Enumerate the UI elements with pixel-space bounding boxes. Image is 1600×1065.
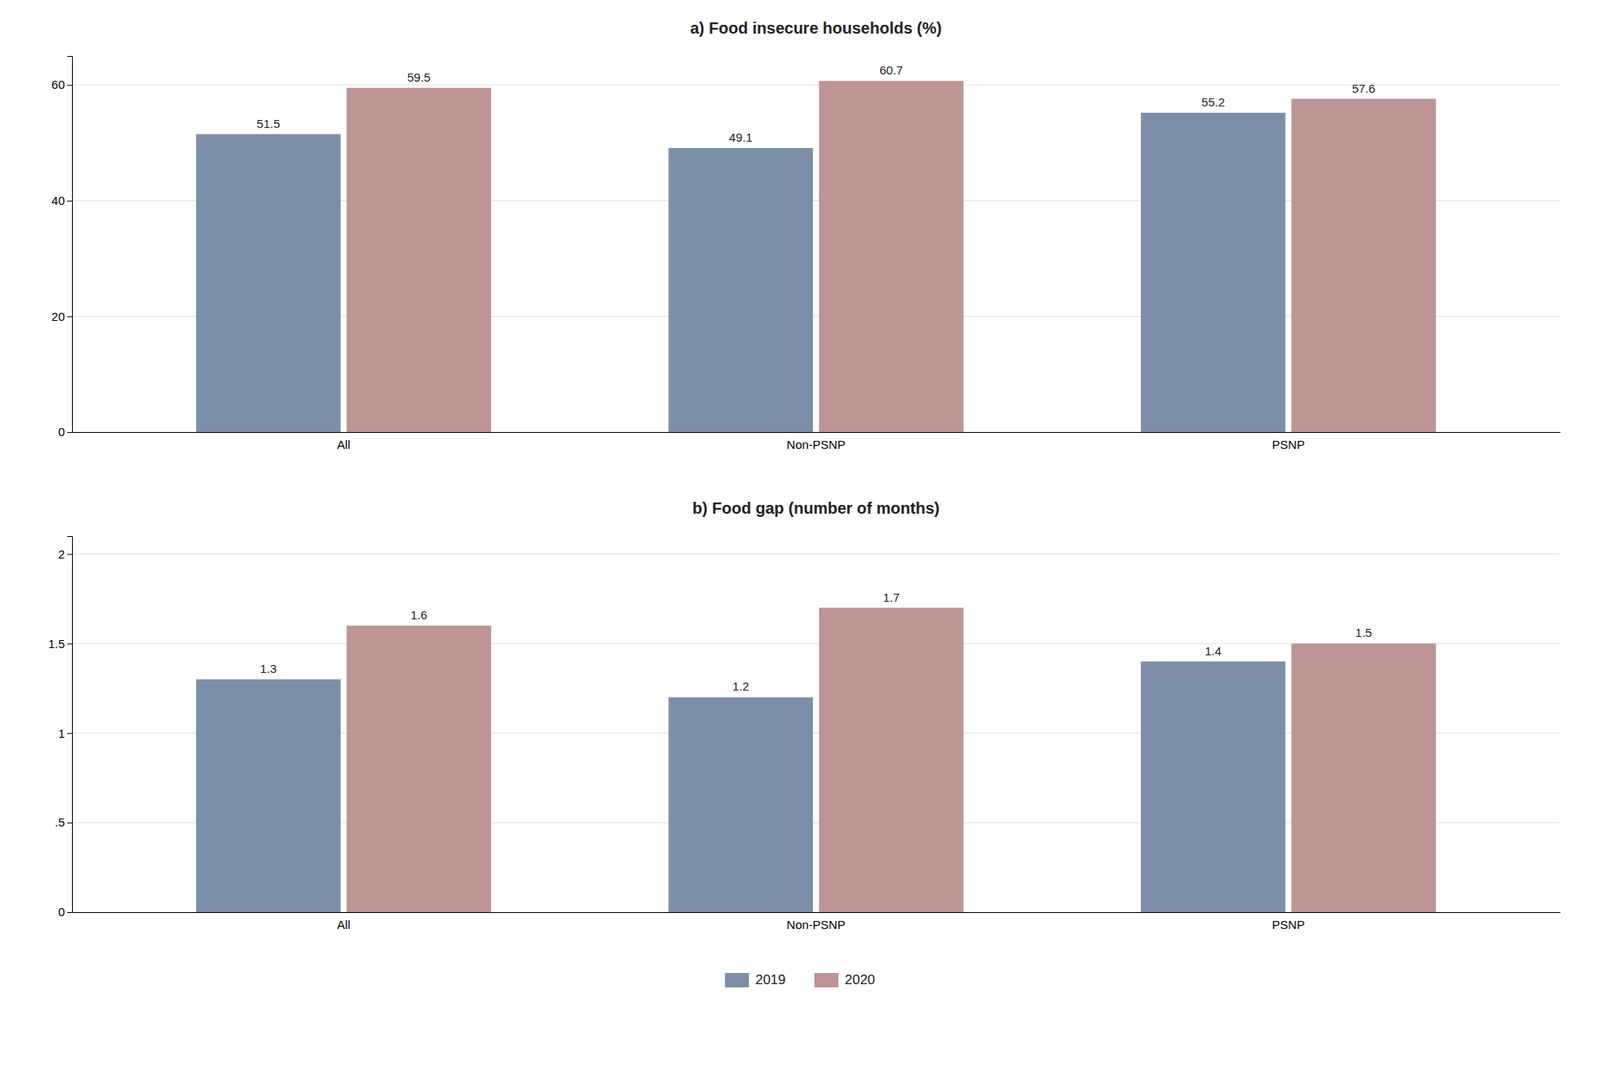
tick-label: 1 <box>58 725 65 740</box>
data-label: 49.1 <box>728 130 752 144</box>
tick-label: .5 <box>54 815 65 829</box>
tick-label: 2 <box>58 547 65 561</box>
tick-label: 20 <box>51 309 65 324</box>
tick-mark <box>67 643 72 644</box>
tick: Non-PSNP <box>786 917 845 932</box>
bar <box>196 679 341 912</box>
grid-line <box>72 84 1560 86</box>
axis-line <box>72 432 1561 433</box>
panel: b) Food gap (number of months)1.31.21.41… <box>48 499 1560 932</box>
tick-label: 60 <box>51 77 65 92</box>
tick: 0 <box>58 904 72 919</box>
tick-mark <box>67 200 72 202</box>
bar <box>1291 99 1436 432</box>
legend-swatch <box>724 972 749 988</box>
tick: 2 <box>58 547 72 561</box>
legend-swatch <box>814 972 839 988</box>
tick: .5 <box>54 815 72 829</box>
tick-mark <box>67 822 72 824</box>
tick: PSNP <box>1272 917 1305 932</box>
tick-label: PSNP <box>1272 437 1305 452</box>
axis-line <box>72 912 1561 913</box>
data-label: 1.4 <box>1204 644 1222 658</box>
bar <box>668 148 814 432</box>
bar <box>819 608 964 912</box>
y-axis: 0 20 40 60 <box>51 56 72 440</box>
panel: a) Food insecure households (%)51.549.15… <box>51 19 1560 452</box>
legend-label: 2020 <box>844 972 876 988</box>
tick-mark <box>67 732 72 734</box>
tick-mark <box>67 432 72 433</box>
tick-label: Non-PSNP <box>786 917 845 932</box>
data-label: 59.5 <box>407 70 431 84</box>
bars <box>196 608 1436 912</box>
data-label: 1.2 <box>732 679 749 693</box>
tick: PSNP <box>1272 437 1305 452</box>
axis-line <box>67 56 73 433</box>
tick: 20 <box>51 309 72 324</box>
tick: Non-PSNP <box>786 437 845 452</box>
bar <box>196 134 341 432</box>
grid <box>72 84 1560 432</box>
data-label: 1.3 <box>260 661 277 676</box>
tick-mark <box>67 553 72 555</box>
y-axis: 0 .5 1 1.5 2 <box>48 536 72 920</box>
legend-item: 2019 <box>724 972 786 988</box>
chart-title: b) Food gap (number of months) <box>692 499 940 517</box>
tick-label: 0 <box>58 904 65 919</box>
tick-mark <box>67 316 72 317</box>
x-axis: All Non-PSNP PSNP <box>72 912 1561 932</box>
tick-label: Non-PSNP <box>786 437 845 452</box>
legend-label: 2019 <box>755 972 786 988</box>
tick: 0 <box>58 424 72 439</box>
tick-mark <box>67 912 72 913</box>
axis-line <box>67 536 73 913</box>
tick-label: 1.5 <box>48 636 65 651</box>
x-axis: All Non-PSNP PSNP <box>72 432 1561 452</box>
tick: All <box>336 437 351 452</box>
tick: 40 <box>51 193 72 208</box>
bar <box>1140 112 1286 432</box>
legend: 2019 2020 <box>724 972 876 988</box>
bar <box>668 696 814 912</box>
data-label: 60.7 <box>879 63 903 77</box>
data-label: 1.5 <box>1355 625 1372 640</box>
bar <box>1140 661 1286 912</box>
tick-label: PSNP <box>1272 917 1305 932</box>
tick-label: 0 <box>58 424 65 439</box>
grid <box>72 553 1560 912</box>
tick: All <box>336 917 351 932</box>
bars <box>196 80 1436 432</box>
data-label: 57.6 <box>1352 81 1376 96</box>
bar <box>346 88 492 432</box>
tick-label: All <box>336 437 351 452</box>
data-label: 55.2 <box>1201 95 1225 109</box>
bar <box>346 625 492 912</box>
data-labels: 51.5 49.1 55.2 59.5 60.7 57.6 <box>256 63 1376 144</box>
data-label: 1.7 <box>883 590 900 604</box>
data-label: 1.6 <box>410 608 428 622</box>
chart-title: a) Food insecure households (%) <box>690 19 942 37</box>
tick: 1.5 <box>48 636 72 651</box>
legend-item: 2020 <box>814 972 876 988</box>
data-labels: 1.3 1.2 1.4 1.6 1.7 1.5 <box>260 590 1372 694</box>
tick-mark <box>67 84 72 86</box>
grid-line <box>72 553 1560 555</box>
tick-label: All <box>336 917 351 932</box>
tick: 1 <box>58 725 72 740</box>
bar <box>1291 643 1436 912</box>
tick: 60 <box>51 77 72 92</box>
bar <box>819 80 964 432</box>
data-label: 51.5 <box>256 116 280 131</box>
chart-root: a) Food insecure households (%)51.549.15… <box>0 0 1600 1065</box>
tick-label: 40 <box>51 193 65 208</box>
